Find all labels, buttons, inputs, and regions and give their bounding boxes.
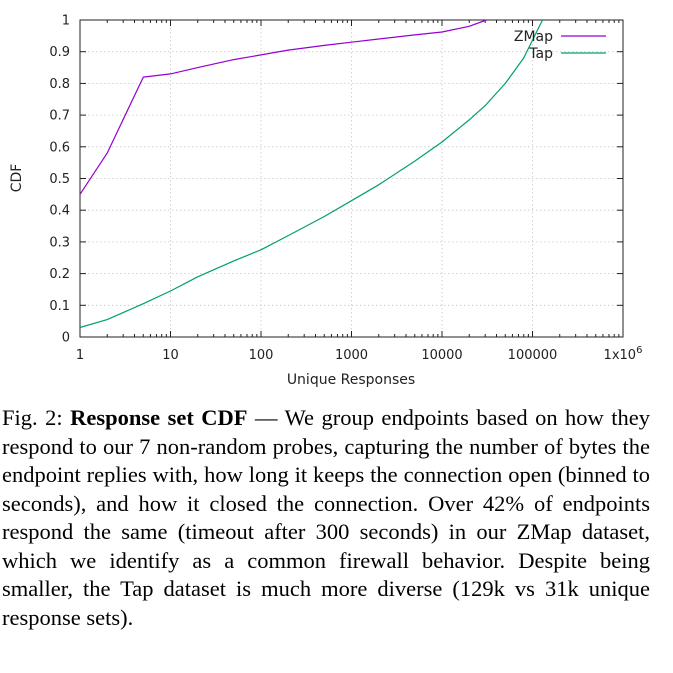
y-tick-label: 0 xyxy=(62,331,70,346)
y-axis-title: CDF xyxy=(9,164,25,193)
x-tick-label: 10000 xyxy=(421,348,462,363)
y-tick-label: 0.7 xyxy=(49,109,70,124)
caption-title: Response set CDF xyxy=(70,405,248,430)
y-tick-label: 0.5 xyxy=(49,172,70,187)
x-tick-label: 1 xyxy=(76,348,84,363)
caption-body: We group endpoints based on how they res… xyxy=(2,405,650,630)
y-tick-label: 0.4 xyxy=(49,204,70,219)
x-tick-label: 100000 xyxy=(508,348,558,363)
x-tick-label: 10 xyxy=(162,348,179,363)
caption-dash: — xyxy=(247,405,285,430)
series-lines xyxy=(79,19,544,329)
x-axis-title: Unique Responses xyxy=(287,372,415,388)
y-tick-label: 0.2 xyxy=(49,267,70,282)
x-tick-label: 1000 xyxy=(335,348,368,363)
legend-label-zmap: ZMap xyxy=(514,29,553,45)
y-tick-label: 0.8 xyxy=(49,77,70,92)
y-tick-label: 1 xyxy=(62,14,70,29)
axis-ticks: 0 0.1 0.2 0.3 0.4 0.5 0.6 0.7 0.8 0.9 1 1 10 100 1000 1… xyxy=(49,14,642,364)
series-line-zmap xyxy=(79,19,487,195)
series-line-tap xyxy=(79,19,544,329)
y-tick-label: 0.3 xyxy=(49,235,70,250)
y-tick-label: 0.1 xyxy=(49,299,70,314)
figure-caption: Fig. 2: Response set CDF — We group endp… xyxy=(2,404,650,632)
legend-label-tap: Tap xyxy=(528,46,553,62)
grid-lines xyxy=(80,20,623,337)
x-tick-label: 1x106 xyxy=(604,345,643,363)
y-tick-label: 0.9 xyxy=(49,45,70,60)
caption-label: Fig. 2: xyxy=(2,405,71,430)
cdf-chart: 0 0.1 0.2 0.3 0.4 0.5 0.6 0.7 0.8 0.9 1 1 10 100 1000 1… xyxy=(9,14,642,389)
y-tick-label: 0.6 xyxy=(49,140,70,155)
x-tick-label: 100 xyxy=(249,348,274,363)
